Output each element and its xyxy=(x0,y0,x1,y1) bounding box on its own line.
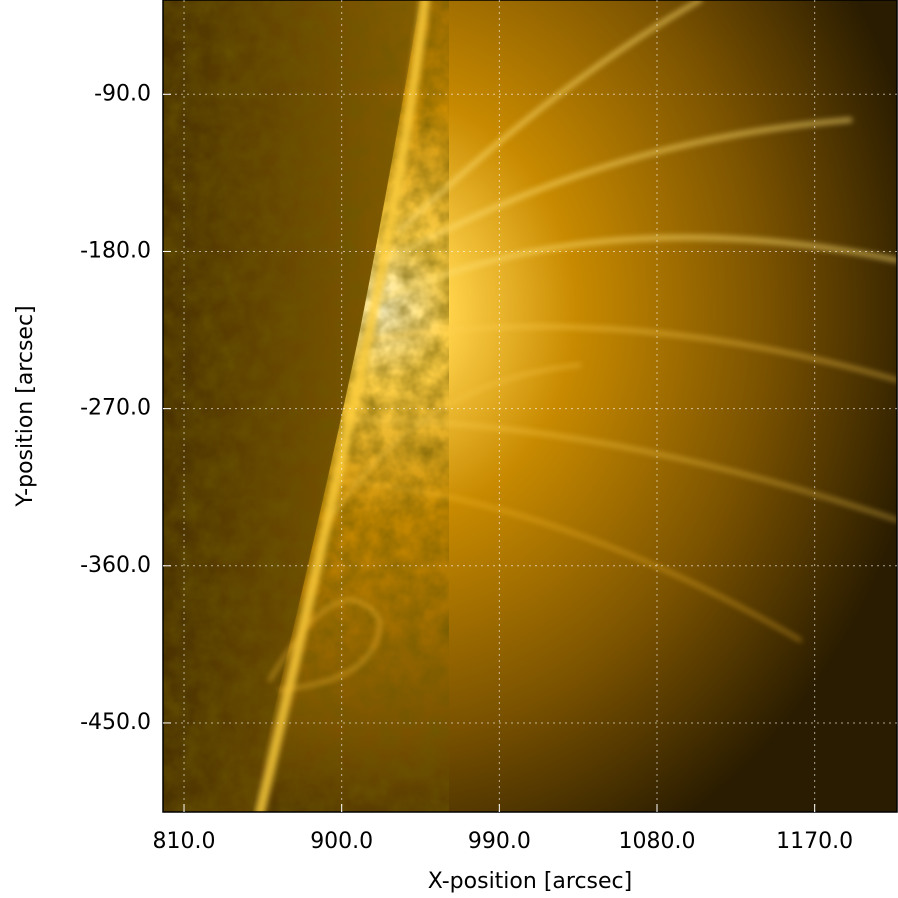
x-axis-label: X-position [arcsec] xyxy=(428,869,632,894)
y-tick-label: -360.0 xyxy=(80,553,151,578)
y-tick-label: -450.0 xyxy=(80,710,151,735)
solar-image xyxy=(163,0,897,812)
y-tick-label: -90.0 xyxy=(94,81,151,106)
x-tick-label: 1080.0 xyxy=(619,829,696,854)
x-tick-label: 990.0 xyxy=(468,829,531,854)
x-tick-label: 900.0 xyxy=(310,829,373,854)
x-tick-label: 1170.0 xyxy=(776,829,853,854)
y-tick-label: -180.0 xyxy=(80,238,151,263)
y-axis-label: Y-position [arcsec] xyxy=(13,305,38,507)
y-tick-label: -270.0 xyxy=(80,396,151,421)
x-tick-label: 810.0 xyxy=(153,829,216,854)
chart: X-position [arcsec] Y-position [arcsec] … xyxy=(0,0,898,898)
